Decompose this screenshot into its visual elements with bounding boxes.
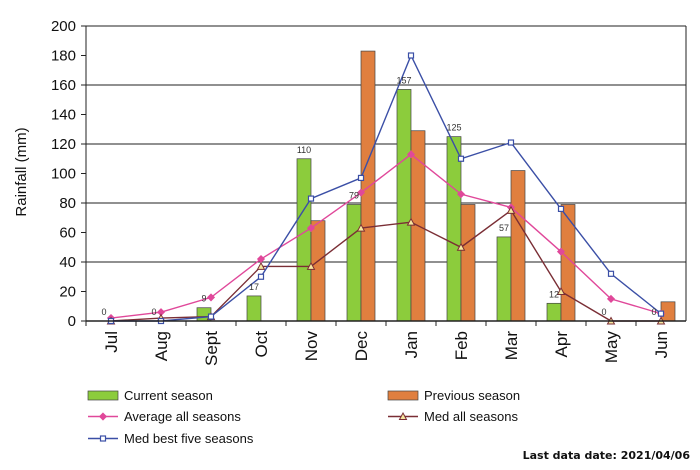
- bar: [446, 136, 462, 322]
- data-label: 17: [249, 282, 259, 292]
- y-tick-label: 160: [51, 77, 76, 94]
- axes: Rainfall (mm) 02040608010012014016018020…: [13, 18, 687, 366]
- bar: [496, 236, 512, 322]
- data-label: 0: [651, 307, 656, 317]
- bar: [510, 170, 526, 322]
- data-label: 0: [601, 307, 606, 317]
- data-labels: 0 0 9 17 110 79 157 125 57 12 0 0: [101, 75, 656, 317]
- bar: [246, 295, 262, 322]
- data-point: [99, 435, 107, 442]
- y-tick-label: 60: [59, 225, 76, 242]
- data-label: 0: [101, 307, 106, 317]
- legend-label: Previous season: [424, 388, 520, 403]
- data-point: [306, 261, 316, 270]
- bar: [460, 204, 476, 322]
- data-point: [407, 52, 415, 59]
- data-point: [606, 294, 616, 303]
- legend: Current season Previous season Average all…: [87, 388, 520, 446]
- data-point: [457, 155, 465, 162]
- y-tick-label: 120: [51, 136, 76, 153]
- grid-lines: [86, 25, 686, 263]
- bar: [346, 204, 362, 322]
- legend-swatch: [87, 390, 119, 401]
- x-tick-label: Aug: [152, 331, 171, 361]
- data-point: [506, 205, 516, 214]
- data-point: [406, 150, 416, 159]
- data-label: 125: [446, 123, 461, 133]
- data-point: [557, 205, 565, 212]
- y-tick-label: 20: [59, 284, 76, 301]
- y-axis-title: Rainfall (mm): [13, 127, 30, 216]
- data-label: 0: [151, 307, 156, 317]
- data-point: [356, 188, 366, 197]
- data-label: 12: [549, 289, 559, 299]
- y-tick-label: 40: [59, 254, 76, 271]
- data-point: [607, 270, 615, 277]
- data-point: [556, 247, 566, 256]
- x-tick-label: Apr: [552, 331, 571, 358]
- data-point: [456, 190, 466, 199]
- data-point: [356, 223, 366, 232]
- y-tick-label: 100: [51, 166, 76, 183]
- x-tick-label: Sept: [202, 331, 221, 366]
- data-point: [456, 242, 466, 251]
- bar: [310, 220, 326, 322]
- bar: [360, 50, 376, 322]
- data-point: [406, 217, 416, 226]
- data-point: [257, 273, 265, 280]
- y-tick-label: 0: [68, 313, 76, 330]
- legend-label: Average all seasons: [124, 409, 241, 424]
- data-point: [398, 411, 408, 420]
- data-point: [207, 313, 215, 320]
- data-point: [206, 293, 216, 302]
- x-tick-label: Nov: [302, 331, 321, 362]
- legend-label: Current season: [124, 388, 213, 403]
- legend-label: Med all seasons: [424, 409, 518, 424]
- bar: [296, 158, 312, 322]
- data-label: 57: [499, 223, 509, 233]
- legend-label: Med best five seasons: [124, 431, 254, 446]
- data-label: 110: [297, 145, 311, 155]
- data-point: [98, 412, 108, 421]
- x-tick-label: May: [602, 331, 621, 364]
- data-point: [307, 195, 315, 202]
- bar: [546, 302, 562, 322]
- series-line: [110, 209, 661, 322]
- data-label: 157: [396, 75, 411, 85]
- data-point: [256, 261, 266, 270]
- last-data-date: Last data date: 2021/04/06: [522, 449, 690, 462]
- y-tick-label: 80: [59, 195, 76, 212]
- x-tick-label: Dec: [352, 331, 371, 362]
- y-tick-label: 200: [51, 18, 76, 35]
- line-series: [106, 52, 666, 325]
- data-point: [556, 286, 566, 295]
- legend-swatch: [387, 390, 419, 401]
- x-tick-label: Jan: [402, 331, 421, 358]
- x-tick-label: Jun: [652, 331, 671, 358]
- series-line: [111, 53, 662, 322]
- data-point: [306, 224, 316, 233]
- bar-series: [196, 50, 676, 322]
- y-tick-label: 140: [51, 107, 76, 124]
- data-point: [357, 174, 365, 182]
- y-tick-label: 180: [51, 48, 76, 65]
- series-line: [110, 153, 662, 319]
- data-label: 79: [349, 190, 359, 200]
- x-tick-label: Jul: [102, 331, 121, 353]
- data-point: [507, 139, 515, 146]
- x-tick-label: Feb: [452, 331, 471, 360]
- x-tick-label: Mar: [502, 331, 521, 361]
- data-label: 9: [201, 294, 206, 304]
- bar: [396, 89, 412, 322]
- x-tick-label: Oct: [252, 331, 271, 358]
- data-point: [657, 310, 665, 317]
